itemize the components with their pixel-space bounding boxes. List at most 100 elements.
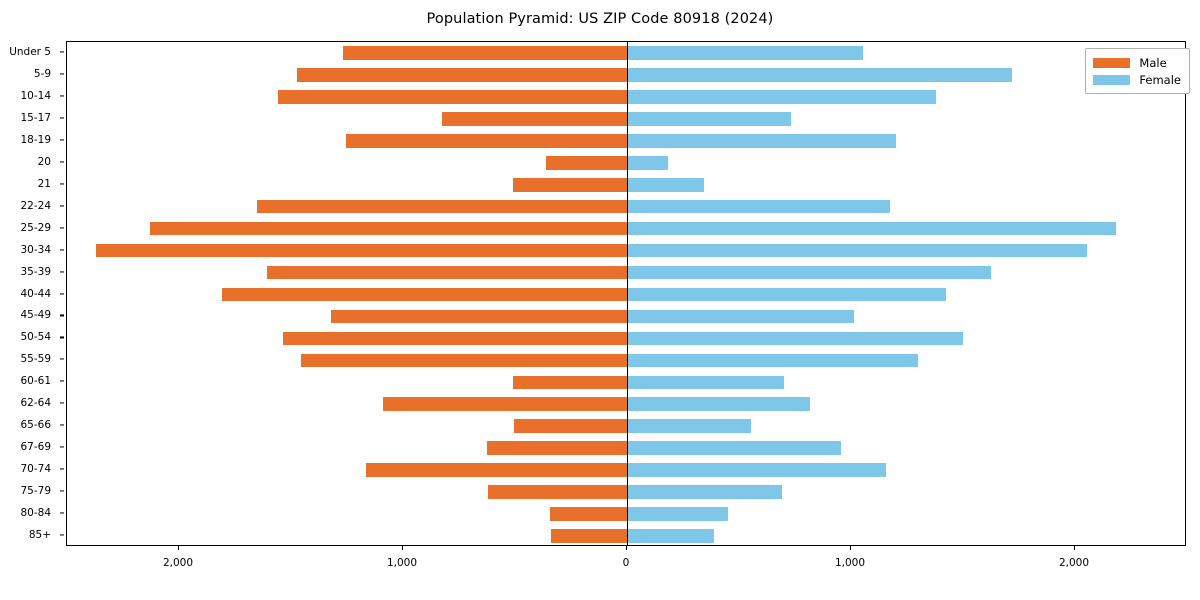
bar-female-25-29 bbox=[627, 221, 1117, 236]
legend-item-male[interactable]: Male bbox=[1093, 54, 1181, 71]
x-tick-label: 2,000 bbox=[1058, 557, 1090, 569]
zero-axis-line bbox=[627, 42, 629, 545]
bar-female-45-49 bbox=[627, 309, 855, 324]
bar-female-55-59 bbox=[627, 353, 919, 368]
bar-row bbox=[67, 243, 1185, 258]
y-tick-label: 62-64 bbox=[20, 397, 51, 410]
bar-male-80-84 bbox=[549, 507, 627, 521]
bar-female-62-64 bbox=[627, 397, 810, 412]
bar-male-40-44 bbox=[221, 287, 627, 302]
bar-female-10-14 bbox=[627, 90, 937, 104]
bar-row bbox=[67, 199, 1185, 214]
y-tick-mark bbox=[60, 249, 64, 251]
bar-row bbox=[67, 353, 1185, 368]
bar-female-21 bbox=[627, 177, 705, 192]
bar-male-65-66 bbox=[513, 419, 627, 434]
bar-row bbox=[67, 397, 1185, 412]
y-tick-mark bbox=[60, 468, 64, 470]
bar-male-62-64 bbox=[382, 397, 627, 412]
bar-male-50-54 bbox=[283, 331, 627, 346]
y-tick-mark bbox=[60, 183, 64, 185]
y-tick-mark bbox=[60, 446, 64, 448]
bar-female-20 bbox=[627, 155, 669, 170]
bar-row bbox=[67, 485, 1185, 499]
y-tick-label: 45-49 bbox=[20, 309, 51, 322]
bar-row bbox=[67, 133, 1185, 148]
bar-row bbox=[67, 309, 1185, 324]
y-tick-mark bbox=[60, 490, 64, 492]
y-tick-label: 40-44 bbox=[20, 287, 51, 300]
bar-male-20 bbox=[546, 155, 627, 170]
y-tick-label: 20 bbox=[37, 155, 51, 168]
bar-male-22-24 bbox=[257, 199, 627, 214]
bar-row bbox=[67, 287, 1185, 302]
legend-swatch-female bbox=[1093, 74, 1131, 85]
y-tick-label: 15-17 bbox=[20, 111, 51, 124]
x-tick-mark bbox=[626, 546, 628, 550]
y-axis: 85+ 80-84 75-79 70-74 67-69 65-66 62-64 60-61 55… bbox=[0, 41, 64, 546]
bar-male-55-59 bbox=[301, 353, 627, 368]
bar-female-65-66 bbox=[627, 419, 752, 434]
y-tick-label: 22-24 bbox=[20, 199, 51, 212]
bar-female-85- bbox=[627, 529, 715, 543]
bar-row bbox=[67, 419, 1185, 434]
bar-row bbox=[67, 221, 1185, 236]
y-tick-mark bbox=[60, 227, 64, 229]
bar-male-45-49 bbox=[331, 309, 627, 324]
x-tick-label: 0 bbox=[622, 557, 630, 569]
bar-female-under-5 bbox=[627, 46, 864, 60]
bar-female-60-61 bbox=[627, 375, 784, 390]
bar-row bbox=[67, 331, 1185, 346]
y-tick-label: 60-61 bbox=[20, 375, 51, 388]
y-tick-label: 55-59 bbox=[20, 353, 51, 366]
y-tick-label: 35-39 bbox=[20, 265, 51, 278]
bar-row bbox=[67, 441, 1185, 455]
y-tick-label: 50-54 bbox=[20, 331, 51, 344]
bar-row bbox=[67, 68, 1185, 82]
y-tick-mark bbox=[60, 292, 64, 295]
y-tick-mark bbox=[60, 314, 64, 316]
y-tick-mark bbox=[60, 336, 64, 338]
y-tick-label: 65-66 bbox=[20, 419, 51, 432]
bar-row bbox=[67, 463, 1185, 477]
legend-swatch-male bbox=[1093, 57, 1131, 68]
bar-female-40-44 bbox=[627, 287, 947, 302]
y-tick-label: Under 5 bbox=[9, 45, 51, 58]
y-tick-mark bbox=[60, 73, 64, 75]
x-tick-label: 1,000 bbox=[386, 557, 418, 569]
plot-area bbox=[66, 41, 1186, 546]
bar-male-67-69 bbox=[487, 441, 627, 455]
y-tick-mark bbox=[60, 358, 64, 360]
bar-row bbox=[67, 529, 1185, 543]
y-tick-mark bbox=[60, 139, 64, 141]
x-axis: 2,000 1,000 0 1,000 2,000 bbox=[66, 546, 1186, 586]
bar-male-30-34 bbox=[96, 243, 627, 258]
x-tick-label: 1,000 bbox=[834, 557, 866, 569]
bar-row bbox=[67, 90, 1185, 104]
y-tick-label: 70-74 bbox=[20, 463, 51, 476]
bar-row bbox=[67, 155, 1185, 170]
bar-female-30-34 bbox=[627, 243, 1088, 258]
bar-male-5-9 bbox=[296, 68, 627, 82]
bar-row bbox=[67, 375, 1185, 390]
y-tick-mark bbox=[60, 205, 64, 207]
y-tick-label: 10-14 bbox=[20, 89, 51, 102]
legend-item-female[interactable]: Female bbox=[1093, 71, 1181, 88]
bar-male-60-61 bbox=[512, 375, 627, 390]
bar-male-15-17 bbox=[442, 112, 627, 126]
bar-male-21 bbox=[512, 177, 627, 192]
bar-female-15-17 bbox=[627, 112, 791, 126]
y-tick-mark bbox=[60, 512, 64, 514]
bar-female-75-79 bbox=[627, 485, 782, 499]
y-tick-label: 80-84 bbox=[20, 507, 51, 520]
y-tick-mark bbox=[60, 51, 64, 53]
y-tick-mark bbox=[60, 402, 64, 404]
bar-row bbox=[67, 177, 1185, 192]
y-tick-label: 75-79 bbox=[20, 485, 51, 498]
bar-female-22-24 bbox=[627, 199, 891, 214]
y-tick-label: 21 bbox=[37, 177, 51, 190]
bar-row bbox=[67, 265, 1185, 280]
bar-row bbox=[67, 46, 1185, 60]
bar-male-35-39 bbox=[267, 265, 627, 280]
